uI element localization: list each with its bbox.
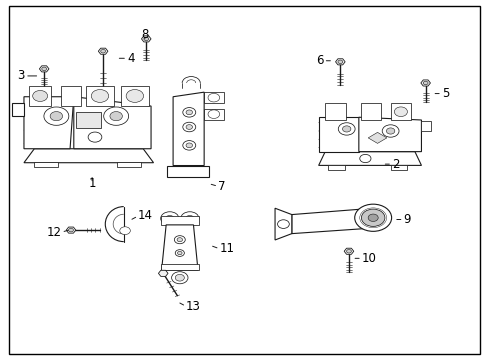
Circle shape xyxy=(177,251,182,255)
Bar xyxy=(390,103,410,120)
Circle shape xyxy=(337,60,342,64)
Polygon shape xyxy=(74,97,151,149)
Text: 2: 2 xyxy=(391,158,399,171)
Polygon shape xyxy=(173,92,203,166)
Polygon shape xyxy=(158,270,168,276)
Text: 10: 10 xyxy=(361,252,376,265)
Circle shape xyxy=(185,143,192,148)
Polygon shape xyxy=(98,48,108,54)
Circle shape xyxy=(143,37,148,41)
Polygon shape xyxy=(367,132,386,143)
Text: 14: 14 xyxy=(138,210,153,222)
Bar xyxy=(360,103,381,120)
Circle shape xyxy=(91,90,108,102)
Circle shape xyxy=(207,110,219,118)
Polygon shape xyxy=(24,97,74,149)
Circle shape xyxy=(183,141,195,150)
Circle shape xyxy=(183,108,195,117)
Circle shape xyxy=(183,122,195,132)
Bar xyxy=(203,109,223,120)
Polygon shape xyxy=(318,152,421,165)
Circle shape xyxy=(342,126,350,132)
Circle shape xyxy=(367,214,377,221)
Circle shape xyxy=(382,125,398,137)
Bar xyxy=(161,216,199,225)
Circle shape xyxy=(44,107,69,125)
Circle shape xyxy=(181,212,199,225)
Bar xyxy=(327,165,344,170)
Circle shape xyxy=(41,67,46,71)
Polygon shape xyxy=(358,117,421,152)
Bar xyxy=(34,162,58,167)
Circle shape xyxy=(110,112,122,121)
Circle shape xyxy=(101,49,105,53)
Circle shape xyxy=(185,125,192,129)
Bar xyxy=(203,92,223,103)
Circle shape xyxy=(423,81,427,85)
Polygon shape xyxy=(420,80,429,86)
Bar xyxy=(121,86,148,106)
Text: 1: 1 xyxy=(88,177,96,190)
Polygon shape xyxy=(24,149,153,163)
Circle shape xyxy=(161,212,179,225)
Circle shape xyxy=(361,209,384,226)
Polygon shape xyxy=(274,208,291,240)
Text: 11: 11 xyxy=(219,242,234,255)
Polygon shape xyxy=(291,208,383,234)
Circle shape xyxy=(185,215,194,221)
Circle shape xyxy=(126,90,143,102)
Circle shape xyxy=(386,128,394,134)
Circle shape xyxy=(120,227,130,235)
Polygon shape xyxy=(40,66,49,72)
Polygon shape xyxy=(344,248,353,254)
Polygon shape xyxy=(12,103,24,116)
Bar xyxy=(86,86,113,106)
Bar xyxy=(29,86,51,106)
Text: 6: 6 xyxy=(315,54,323,67)
Circle shape xyxy=(338,123,354,135)
Circle shape xyxy=(277,220,289,229)
Bar xyxy=(117,162,140,167)
Circle shape xyxy=(50,112,62,121)
Text: 9: 9 xyxy=(403,213,410,226)
Circle shape xyxy=(346,249,351,253)
Circle shape xyxy=(165,215,174,221)
Text: 12: 12 xyxy=(46,226,61,239)
Text: 5: 5 xyxy=(441,87,448,100)
Circle shape xyxy=(68,228,73,232)
Circle shape xyxy=(175,250,184,256)
Circle shape xyxy=(103,107,128,125)
Polygon shape xyxy=(166,166,208,176)
Polygon shape xyxy=(335,59,345,65)
Circle shape xyxy=(177,238,182,242)
Polygon shape xyxy=(161,225,198,270)
Circle shape xyxy=(175,274,184,281)
Circle shape xyxy=(171,272,187,284)
Polygon shape xyxy=(141,36,151,42)
Circle shape xyxy=(33,90,47,102)
Text: 13: 13 xyxy=(185,300,201,313)
Bar xyxy=(325,103,345,120)
Polygon shape xyxy=(66,227,76,233)
Circle shape xyxy=(174,236,185,244)
Text: 8: 8 xyxy=(141,28,148,41)
Text: 4: 4 xyxy=(127,52,134,65)
Bar xyxy=(161,264,199,270)
Polygon shape xyxy=(318,117,358,152)
Circle shape xyxy=(354,204,391,231)
Text: 3: 3 xyxy=(18,69,25,82)
Bar xyxy=(61,86,81,106)
Circle shape xyxy=(185,110,192,115)
Text: 7: 7 xyxy=(218,180,225,193)
Bar xyxy=(76,112,101,128)
Circle shape xyxy=(359,154,370,163)
Circle shape xyxy=(207,93,219,102)
Circle shape xyxy=(393,107,407,117)
Circle shape xyxy=(88,132,102,142)
Bar xyxy=(390,165,407,170)
Bar xyxy=(421,121,430,131)
